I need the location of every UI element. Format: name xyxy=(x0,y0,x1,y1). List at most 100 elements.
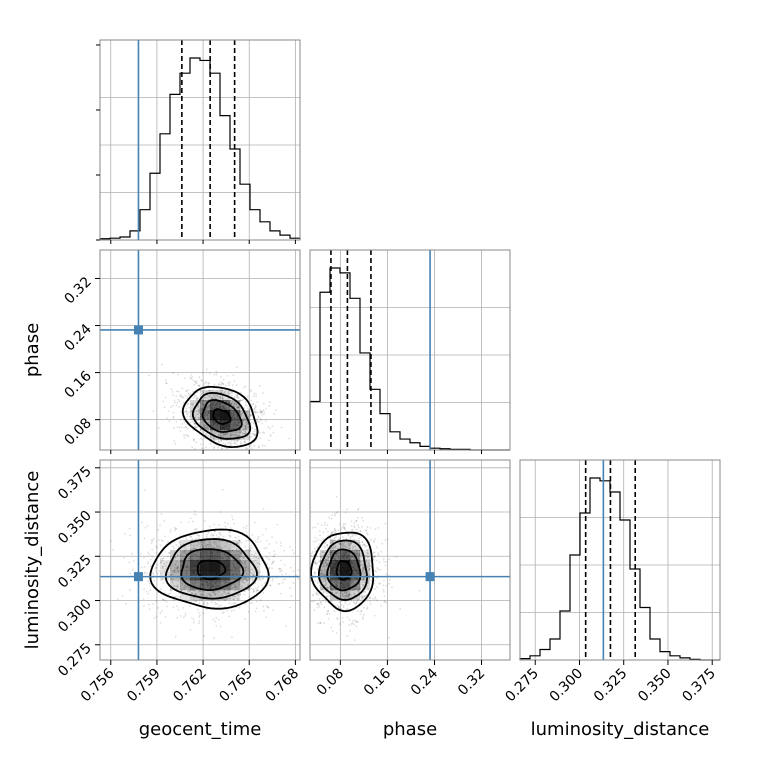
panel-geocent-time-vs-luminosity-distance-point xyxy=(159,524,161,527)
panel-geocent-time-vs-phase-point xyxy=(219,396,222,399)
panel-phase-vs-luminosity-distance-point xyxy=(346,635,349,637)
panel-geocent-time-vs-phase-point xyxy=(243,437,245,440)
panel-geocent-time-vs-luminosity-distance-point xyxy=(241,579,244,581)
panel-phase-vs-luminosity-distance-point xyxy=(331,514,334,517)
panel-geocent-time-vs-luminosity-distance-point xyxy=(207,543,210,546)
panel-geocent-time-vs-phase-point xyxy=(193,383,196,386)
panel-geocent-time-vs-luminosity-distance-point xyxy=(193,600,196,603)
panel-geocent-time-vs-luminosity-distance-point xyxy=(152,573,155,576)
panel-geocent-time-vs-luminosity-distance-point xyxy=(212,536,215,539)
layer-lines xyxy=(100,40,637,660)
panel-phase-vs-luminosity-distance-point xyxy=(376,546,378,549)
panel-geocent-time-vs-luminosity-distance-point xyxy=(244,569,247,572)
panel-phase-vs-luminosity-distance-point xyxy=(376,559,379,562)
panel-geocent-time-vs-phase-point xyxy=(195,395,197,397)
panel-geocent-time-vs-phase-point xyxy=(185,390,188,393)
panel-phase-vs-luminosity-distance-point xyxy=(350,543,352,545)
panel-geocent-time-vs-luminosity-distance-point xyxy=(147,561,150,563)
panel-geocent-time-vs-phase-point xyxy=(199,389,202,392)
panel-geocent-time-vs-luminosity-distance-point xyxy=(192,621,195,624)
panel-phase-vs-luminosity-distance-point xyxy=(349,630,351,632)
panel-geocent-time-vs-luminosity-distance-point xyxy=(159,621,162,624)
panel-geocent-time-vs-luminosity-distance-point xyxy=(176,567,179,569)
panel-geocent-time-vs-luminosity-distance-point xyxy=(249,571,252,574)
panel-geocent-time-vs-phase-point xyxy=(221,395,224,397)
panel-geocent-time-vs-luminosity-distance-density-cell xyxy=(250,560,261,571)
panel-phase-vs-luminosity-distance-point xyxy=(320,539,323,542)
panel-phase-vs-luminosity-distance-point xyxy=(324,584,326,587)
panel-geocent-time-vs-luminosity-distance-point xyxy=(167,540,169,543)
panel-phase-vs-luminosity-distance-point xyxy=(324,524,326,527)
panel-phase-vs-luminosity-distance-point xyxy=(349,537,352,540)
panel-geocent-time-vs-luminosity-distance-point xyxy=(167,572,170,575)
panel-geocent-time-vs-luminosity-distance-point xyxy=(241,585,244,588)
panel-geocent-time-vs-phase-point xyxy=(220,389,223,392)
panel-geocent-time-vs-luminosity-distance-point xyxy=(232,583,235,586)
panel-phase-vs-luminosity-distance-point xyxy=(345,538,348,540)
panel-geocent-time-vs-phase-point xyxy=(209,393,212,396)
panel-phase-vs-luminosity-distance-density-cell xyxy=(320,580,331,591)
panel-geocent-time-vs-phase-point xyxy=(170,406,172,409)
panel-geocent-time-vs-luminosity-distance-point xyxy=(254,556,257,559)
panel-phase-vs-luminosity-distance-point xyxy=(348,593,351,595)
panel-geocent-time-vs-luminosity-distance-point xyxy=(188,557,190,559)
panel-phase-vs-luminosity-distance-point xyxy=(374,587,376,590)
panel-geocent-time-vs-luminosity-distance-point xyxy=(231,595,234,598)
panel-phase-vs-luminosity-distance-point xyxy=(352,582,355,585)
panel-geocent-time-vs-phase-point xyxy=(245,411,248,414)
panel-geocent-time-vs-luminosity-distance-point xyxy=(292,552,295,555)
panel-phase-vs-luminosity-distance-point xyxy=(323,589,326,592)
panel-geocent-time-vs-luminosity-distance-point xyxy=(219,604,222,607)
panel-geocent-time-vs-phase-point xyxy=(250,390,253,393)
panel-geocent-time-vs-luminosity-distance-point xyxy=(157,572,159,575)
panel-phase-vs-luminosity-distance-point xyxy=(321,580,324,583)
panel-geocent-time-vs-phase-point xyxy=(220,440,223,443)
panel-phase-vs-luminosity-distance-contour-1 xyxy=(326,548,362,592)
panel-geocent-time-vs-luminosity-distance-point xyxy=(248,550,251,552)
panel-phase-vs-luminosity-distance-point xyxy=(326,613,328,616)
panel-geocent-time-vs-luminosity-distance-point xyxy=(144,489,146,491)
panel-geocent-time-vs-luminosity-distance-point xyxy=(224,545,227,548)
panel-geocent-time-vs-luminosity-distance-point xyxy=(212,534,215,537)
panel-geocent-time-vs-phase-point xyxy=(241,418,244,421)
panel-phase-vs-luminosity-distance-point xyxy=(324,580,327,583)
panel-phase-vs-luminosity-distance-point xyxy=(361,570,364,572)
hist-geocent-time-steps xyxy=(99,57,301,240)
panel-geocent-time-vs-phase-point xyxy=(185,410,188,413)
panel-phase-vs-luminosity-distance-point xyxy=(316,561,319,564)
panel-geocent-time-vs-luminosity-distance-point xyxy=(290,595,293,598)
panel-geocent-time-vs-luminosity-distance-point xyxy=(252,560,255,563)
panel-phase-vs-luminosity-distance-point xyxy=(363,571,365,574)
panel-geocent-time-vs-luminosity-distance-point xyxy=(234,589,237,592)
panel-phase-vs-luminosity-distance-point xyxy=(358,553,361,556)
panel-phase-vs-luminosity-distance-point xyxy=(320,589,323,592)
panel-geocent-time-vs-phase-point xyxy=(251,403,254,405)
panel-geocent-time-vs-phase-point xyxy=(205,446,207,449)
panel-geocent-time-vs-luminosity-distance-point xyxy=(233,595,235,598)
panel-geocent-time-vs-luminosity-distance-density-cell xyxy=(200,550,211,561)
panel-geocent-time-vs-luminosity-distance-point xyxy=(275,541,278,544)
panel-geocent-time-vs-phase-point xyxy=(227,382,230,384)
panel-phase-vs-luminosity-distance-density-cell xyxy=(350,540,361,551)
panel-geocent-time-vs-phase-point xyxy=(243,427,246,430)
panel-geocent-time-vs-luminosity-distance-point xyxy=(197,534,200,537)
panel-geocent-time-vs-phase-point xyxy=(241,412,244,414)
panel-phase-vs-luminosity-distance-point xyxy=(346,595,348,598)
y-axis-label-luminosity-distance: luminosity_distance xyxy=(22,471,43,650)
panel-geocent-time-vs-luminosity-distance-point xyxy=(163,599,166,602)
panel-geocent-time-vs-luminosity-distance-point xyxy=(194,592,197,595)
panel-geocent-time-vs-luminosity-distance-point xyxy=(207,531,210,534)
panel-phase-vs-luminosity-distance-point xyxy=(385,584,388,587)
panel-geocent-time-vs-luminosity-distance-point xyxy=(145,590,148,593)
panel-geocent-time-vs-luminosity-distance-point xyxy=(191,582,194,585)
panel-geocent-time-vs-phase-point xyxy=(229,444,232,447)
panel-geocent-time-vs-luminosity-distance-point xyxy=(183,546,185,549)
panel-geocent-time-vs-luminosity-distance-point xyxy=(176,586,179,588)
panel-geocent-time-vs-phase-frame xyxy=(99,249,301,451)
panel-geocent-time-vs-luminosity-distance-point xyxy=(212,534,214,536)
panel-geocent-time-vs-phase-density-cell xyxy=(210,430,221,441)
panel-geocent-time-vs-phase-point xyxy=(206,404,209,407)
panel-phase-vs-luminosity-distance-point xyxy=(347,596,350,599)
panel-phase-vs-luminosity-distance-point xyxy=(362,568,364,571)
panel-geocent-time-vs-phase-point xyxy=(189,392,192,395)
